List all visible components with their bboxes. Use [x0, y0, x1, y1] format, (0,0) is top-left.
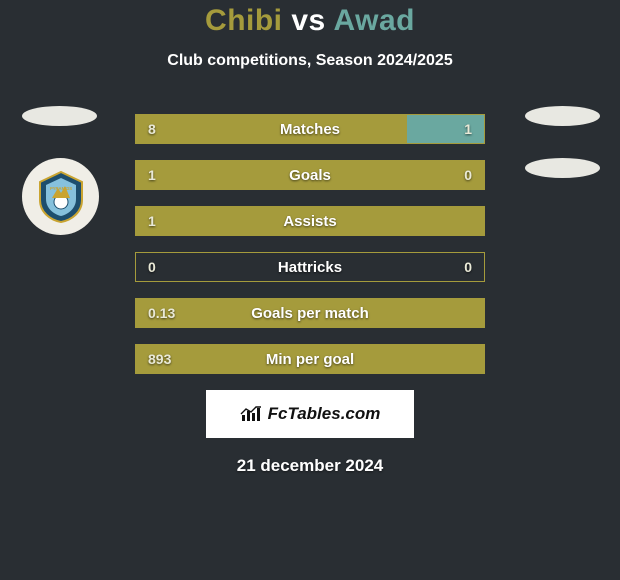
stat-bar-value-left: 8: [148, 115, 156, 143]
stat-bar-row: Hattricks0 0: [135, 252, 485, 282]
stat-bar-label: Min per goal: [136, 345, 484, 373]
svg-text:PYRAMIDS: PYRAMIDS: [49, 186, 71, 191]
stat-bar-row: Goals1 0: [135, 160, 485, 190]
stat-bars: Matches81Goals10Assists1Hattricks00Goals…: [135, 114, 485, 374]
right-badges-column: [525, 106, 600, 210]
infographic-card: Chibi vs Awad Club competitions, Season …: [0, 0, 620, 476]
stat-bar-row: Goals per match0.13: [135, 298, 485, 328]
title-player-left: Chibi: [205, 4, 283, 37]
stat-bar-value-left: 0.13: [148, 299, 175, 327]
subtitle: Club competitions, Season 2024/2025: [0, 52, 620, 70]
stat-bar-label: Hattricks: [136, 253, 484, 281]
player-right-ellipse-icon: [525, 106, 600, 126]
stat-bar-row: Assists1: [135, 206, 485, 236]
stat-bar-value-right: 1: [464, 115, 472, 143]
comparison-area: PYRAMIDS Matches81Goals10Assists1Hattric…: [0, 114, 620, 374]
player-left-ellipse-icon: [22, 106, 97, 126]
stat-bar-value-left: 0: [148, 253, 156, 281]
stat-bar-value-left: 1: [148, 207, 156, 235]
watermark-chart-icon: [240, 405, 262, 423]
stat-bar-label: Goals: [136, 161, 484, 189]
date-label: 21 december 2024: [0, 456, 620, 476]
stat-bar-label: Goals per match: [136, 299, 484, 327]
stat-bar-row: Min per goal893: [135, 344, 485, 374]
stat-bar-value-left: 1: [148, 161, 156, 189]
stat-bar-value-right: 0: [464, 161, 472, 189]
stat-bar-value-left: 893: [148, 345, 171, 373]
watermark-badge: FcTables.com: [206, 390, 414, 438]
stat-bar-label: Matches: [136, 115, 484, 143]
left-badges-column: PYRAMIDS: [22, 106, 99, 235]
page-title: Chibi vs Awad: [0, 4, 620, 38]
stat-bar-row: Matches8 1: [135, 114, 485, 144]
stat-bar-value-right: 0: [464, 253, 472, 281]
stat-bar-label: Assists: [136, 207, 484, 235]
club-logo-left-icon: PYRAMIDS: [22, 158, 99, 235]
player-right-ellipse-icon: [525, 158, 600, 178]
watermark-text: FcTables.com: [268, 404, 381, 424]
title-player-right: Awad: [333, 4, 414, 37]
title-vs: vs: [291, 4, 325, 37]
